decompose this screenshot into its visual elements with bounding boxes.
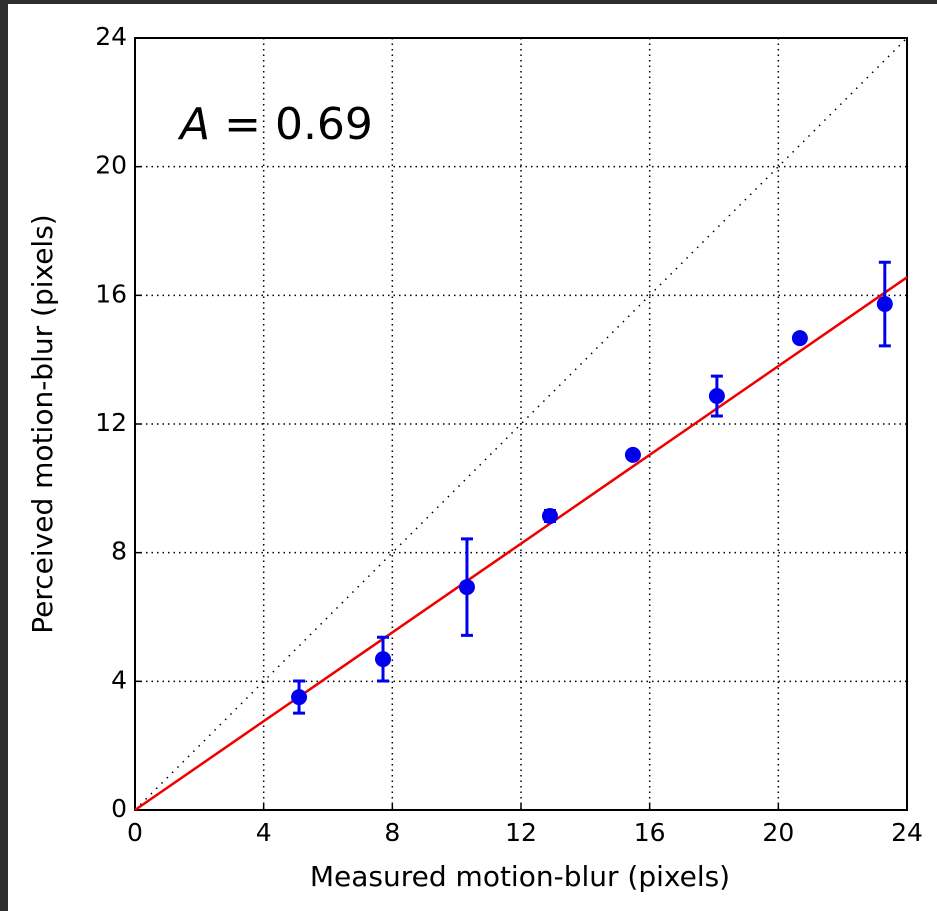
y-tick-label: 0	[111, 794, 127, 823]
annotation: A = 0.69	[177, 99, 373, 150]
data-point	[291, 689, 308, 706]
x-tick-label: 24	[891, 818, 923, 847]
y-axis-label: Perceived motion-blur (pixels)	[26, 214, 59, 633]
x-tick-label: 0	[127, 818, 143, 847]
data-point	[876, 296, 893, 313]
data-point	[791, 330, 808, 347]
x-tick-label: 4	[256, 818, 272, 847]
fit-line	[134, 276, 908, 812]
y-tick-label: 8	[111, 537, 127, 566]
y-tick-label: 20	[95, 151, 127, 180]
annotation-variable: A	[177, 99, 210, 150]
y-tick-label: 12	[95, 408, 127, 437]
y-tick-label: 24	[95, 22, 127, 51]
x-tick-label: 8	[384, 818, 400, 847]
data-point	[624, 446, 641, 463]
x-tick-label: 12	[505, 818, 537, 847]
y-tick-label: 16	[95, 279, 127, 308]
annotation-value: = 0.69	[210, 99, 373, 150]
x-tick-label: 20	[762, 818, 794, 847]
data-point	[708, 388, 725, 405]
data-point	[375, 651, 392, 668]
x-tick-label: 16	[634, 818, 666, 847]
x-axis-label: Measured motion-blur (pixels)	[310, 860, 730, 893]
background	[8, 4, 937, 911]
data-point	[541, 507, 558, 524]
y-tick-label: 4	[111, 665, 127, 694]
plot-frame	[134, 37, 908, 811]
data-point	[458, 579, 475, 596]
